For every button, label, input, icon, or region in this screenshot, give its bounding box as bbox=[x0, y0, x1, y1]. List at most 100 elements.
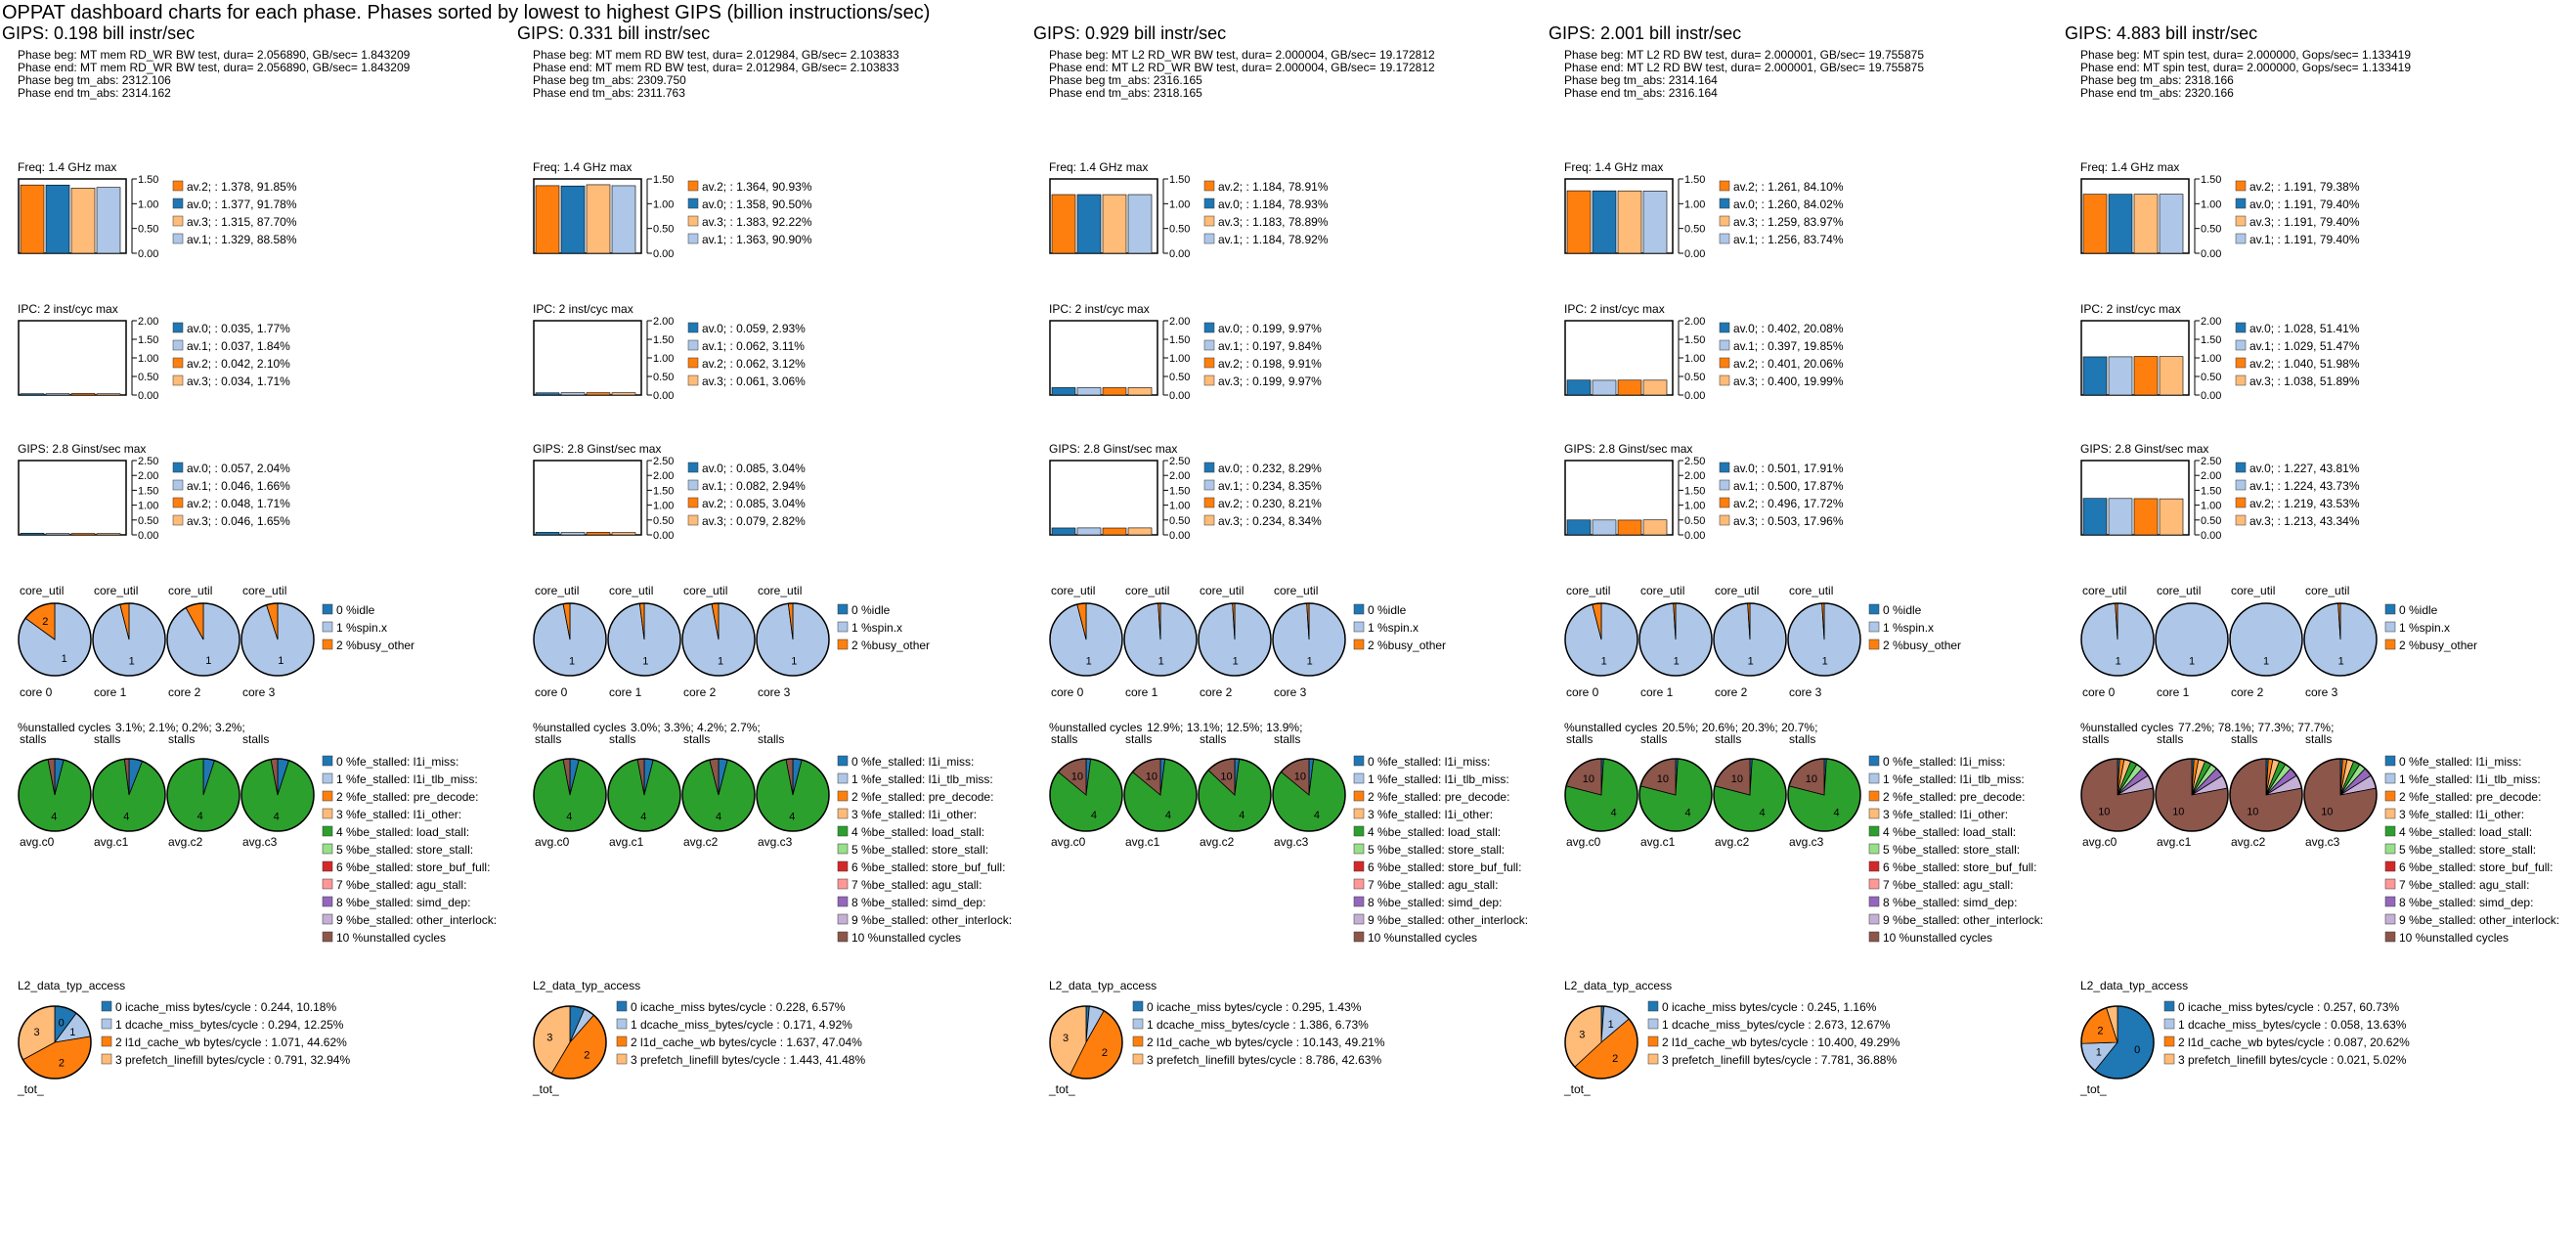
pie-outline bbox=[1198, 602, 1272, 677]
legend-swatch bbox=[2235, 180, 2247, 192]
pie-slice-label: 1 bbox=[2189, 655, 2195, 667]
core-util-label: core_util bbox=[2157, 584, 2201, 597]
tot-label: _tot_ bbox=[1048, 1082, 1075, 1096]
bar bbox=[96, 533, 121, 536]
core-util-charts: core_util 1 core 0 core_util 1 core 1 core_uti… bbox=[1049, 584, 1446, 699]
legend-swatch bbox=[1203, 198, 1215, 209]
bar-legend-entry: av.3; : 0.079, 2.82% bbox=[702, 514, 806, 528]
bar bbox=[611, 532, 636, 536]
bar-legend-entry: av.1; : 1.191, 79.40% bbox=[2249, 233, 2360, 246]
legend-swatch bbox=[2235, 198, 2247, 209]
bar-legend-entry: av.3; : 1.213, 43.34% bbox=[2249, 514, 2360, 528]
y-tick-label: 1.00 bbox=[1684, 501, 1705, 512]
phase-column: GIPS: 0.198 bill instr/sec Phase beg: MT … bbox=[2, 23, 497, 1096]
legend-swatch bbox=[837, 825, 849, 837]
util-legend-entry: 2 %busy_other bbox=[336, 639, 415, 652]
bar-legend-entry: av.0; : 0.232, 8.29% bbox=[1218, 462, 1322, 475]
pie-slice-label: 10 bbox=[1657, 773, 1669, 785]
phase-info: Phase beg tm_abs: 2316.165 bbox=[1049, 73, 1202, 87]
core-util-label: core_util bbox=[1051, 584, 1095, 597]
pie-slice-label: 4 bbox=[123, 811, 129, 822]
pie-slice-label: 2 bbox=[1102, 1047, 1108, 1059]
stalls-title: %unstalled cycles bbox=[533, 721, 626, 734]
phase-title: GIPS: 0.198 bill instr/sec bbox=[2, 23, 195, 43]
pie-outline bbox=[1638, 602, 1713, 677]
core-util-label: core_util bbox=[168, 584, 212, 597]
phase-info: Phase end: MT spin test, dura= 2.000000,… bbox=[2080, 61, 2411, 74]
bar-legend-entry: av.3; : 0.199, 9.97% bbox=[1218, 375, 1322, 388]
bar-legend-entry: av.3; : 1.383, 92.22% bbox=[702, 215, 812, 229]
legend-swatch bbox=[2384, 790, 2396, 802]
legend-swatch bbox=[322, 913, 333, 925]
legend-swatch bbox=[101, 1018, 112, 1030]
stalls-title: %unstalled cycles bbox=[18, 721, 110, 734]
core-name: core 0 bbox=[20, 685, 53, 699]
bar bbox=[1617, 519, 1642, 536]
legend-swatch bbox=[1868, 639, 1880, 650]
bar-legend-entry: av.0; : 1.227, 43.81% bbox=[2249, 462, 2360, 475]
page-title: OPPAT dashboard charts for each phase. P… bbox=[2, 2, 931, 23]
bar bbox=[586, 184, 611, 254]
l2-legend-entry: 3 prefetch_linefill bytes/cycle : 0.021,… bbox=[2178, 1053, 2407, 1067]
stall-legend-entry: 0 %fe_stalled: l1i_miss: bbox=[336, 755, 458, 769]
stall-legend-entry: 1 %fe_stalled: l1i_tlb_miss: bbox=[336, 772, 478, 786]
core-util-pie: 1 bbox=[533, 602, 607, 677]
stall-legend-entry: 4 %be_stalled: load_stall: bbox=[2399, 825, 2532, 839]
stalls-label: stalls bbox=[242, 732, 269, 746]
stalls-label: stalls bbox=[1566, 732, 1593, 746]
pie-slice-label: 4 bbox=[640, 811, 646, 822]
legend-swatch bbox=[837, 843, 849, 855]
bar bbox=[20, 184, 45, 254]
bar-legend-entry: av.1; : 0.197, 9.84% bbox=[1218, 339, 1322, 353]
bar-legend-entry: av.2; : 1.378, 91.85% bbox=[187, 180, 297, 194]
legend-swatch bbox=[1719, 339, 1730, 351]
plot-frame bbox=[1049, 320, 1158, 396]
bar-chart-title: GIPS: 2.8 Ginst/sec max bbox=[18, 442, 146, 456]
legend-swatch bbox=[322, 621, 333, 633]
plot-frame bbox=[18, 460, 127, 536]
legend-swatch bbox=[687, 198, 699, 209]
legend-swatch bbox=[322, 603, 333, 615]
pie-outline bbox=[1638, 758, 1713, 832]
y-tick-label: 0.50 bbox=[1684, 372, 1705, 383]
pie-slice-label: 4 bbox=[1760, 807, 1766, 818]
avg-name: avg.c3 bbox=[1274, 835, 1309, 849]
stall-legend-entry: 2 %fe_stalled: pre_decode: bbox=[1368, 790, 1509, 804]
legend-swatch bbox=[1719, 357, 1730, 369]
bar bbox=[560, 532, 586, 536]
pie-outline bbox=[1564, 602, 1638, 677]
l2-chart: L2_data_typ_access 1 2 3 _tot_ 0 icache_miss … bbox=[1563, 979, 1900, 1096]
bar bbox=[70, 393, 96, 396]
core-util-charts: core_util 1 core 0 core_util 1 core 1 core_uti… bbox=[1564, 584, 1961, 699]
legend-swatch bbox=[1353, 621, 1365, 633]
legend-swatch bbox=[687, 479, 699, 491]
bar bbox=[2133, 498, 2159, 536]
pie-slice-label: 1 bbox=[1601, 655, 1607, 667]
avg-name: avg.c3 bbox=[758, 835, 793, 849]
bar bbox=[560, 185, 586, 254]
core-name: core 1 bbox=[2157, 685, 2190, 699]
legend-swatch bbox=[1353, 755, 1365, 767]
util-legend-entry: 1 %spin.x bbox=[2399, 621, 2450, 635]
core-name: core 3 bbox=[1789, 685, 1822, 699]
freq-chart: Freq: 1.4 GHz max 1.50 1.00 0.50 0.00 av.2; :… bbox=[18, 160, 297, 260]
legend-swatch bbox=[1353, 825, 1365, 837]
core-util-label: core_util bbox=[94, 584, 138, 597]
bar bbox=[611, 185, 636, 254]
stall-pie: 4 10 bbox=[1638, 758, 1713, 832]
y-tick-label: 0.50 bbox=[2201, 515, 2221, 527]
bar-legend-entry: av.0; : 1.260, 84.02% bbox=[1733, 198, 1844, 211]
y-tick-label: 1.50 bbox=[1169, 485, 1190, 497]
legend-swatch bbox=[616, 1018, 628, 1030]
legend-swatch bbox=[172, 357, 184, 369]
legend-swatch bbox=[2384, 621, 2396, 633]
legend-swatch bbox=[1353, 860, 1365, 872]
core-util-pie: 1 bbox=[2155, 602, 2229, 677]
y-tick-label: 2.00 bbox=[1169, 316, 1190, 328]
l2-legend-entry: 2 l1d_cache_wb bytes/cycle : 0.087, 20.6… bbox=[2178, 1036, 2410, 1049]
stall-pie: 10 bbox=[2155, 758, 2229, 832]
core-util-label: core_util bbox=[1566, 584, 1610, 597]
bar-legend-entry: av.1; : 1.029, 51.47% bbox=[2249, 339, 2360, 353]
freq-chart: Freq: 1.4 GHz max 1.50 1.00 0.50 0.00 av.2; :… bbox=[533, 160, 812, 260]
legend-swatch bbox=[687, 375, 699, 386]
